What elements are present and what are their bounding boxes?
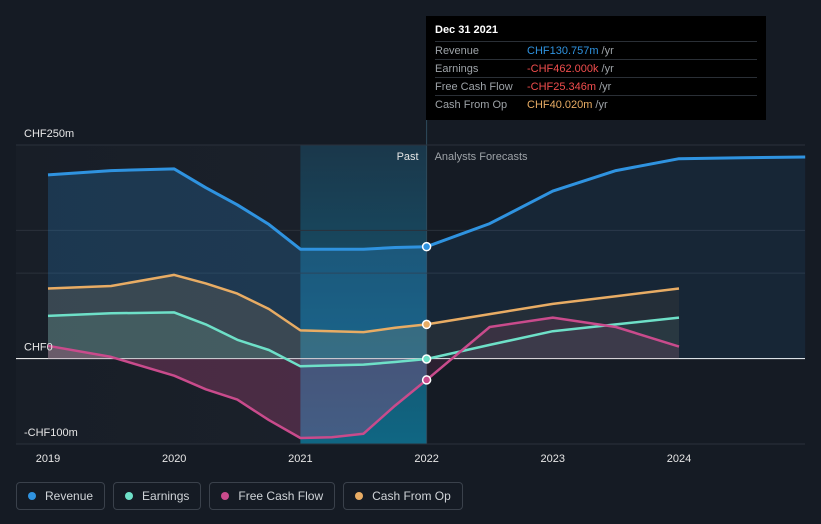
legend-label: Free Cash Flow <box>238 489 324 503</box>
revenue-past-area <box>48 168 427 359</box>
legend: Revenue Earnings Free Cash Flow Cash Fro… <box>16 482 463 510</box>
earnings-past-area <box>48 312 427 367</box>
tooltip-row-cash-from-op: Cash From Op CHF40.020m /yr <box>435 95 757 113</box>
legend-label: Earnings <box>142 489 190 503</box>
legend-item-revenue[interactable]: Revenue <box>16 482 106 510</box>
tooltip-row-earnings: Earnings -CHF462.000k /yr <box>435 59 757 77</box>
tooltip-unit: /yr <box>601 44 614 57</box>
legend-item-cash-from-op[interactable]: Cash From Op <box>343 482 463 510</box>
earnings-forecast-line <box>426 316 680 361</box>
cash-from-op-forecast-line <box>426 287 680 326</box>
cash-from-op-past-area <box>48 274 427 359</box>
earnings-point-marker <box>421 354 432 364</box>
tooltip-value: -CHF462.000k <box>527 62 599 75</box>
tooltip-row-revenue: Revenue CHF130.757m /yr <box>435 41 757 59</box>
legend-label: Revenue <box>45 489 94 503</box>
tooltip-unit: /yr <box>595 98 608 111</box>
legend-item-free-cash-flow[interactable]: Free Cash Flow <box>209 482 336 510</box>
cash-from-op-forecast-area <box>426 288 679 359</box>
earnings-past-line <box>47 311 427 368</box>
tooltip-unit: /yr <box>599 80 612 93</box>
x-tick-label: 2019 <box>36 453 60 465</box>
revenue-point-marker <box>421 241 432 252</box>
legend-dot-icon <box>221 492 230 500</box>
free-cash-flow-forecast-area <box>426 317 679 380</box>
legend-item-earnings[interactable]: Earnings <box>113 482 202 510</box>
revenue-forecast-line <box>426 155 806 249</box>
forecast-section-label: Analysts Forecasts <box>435 151 528 163</box>
tooltip-label: Earnings <box>435 62 479 75</box>
cash-from-op-point-marker <box>421 319 432 330</box>
tooltip-unit: /yr <box>601 62 614 75</box>
legend-dot-icon <box>125 492 134 500</box>
free-cash-flow-past-area <box>48 345 427 438</box>
tooltip-label: Free Cash Flow <box>435 80 513 93</box>
tooltip: Dec 31 2021 Revenue CHF130.757m /yr Earn… <box>426 16 766 120</box>
y-tick-label: CHF0 <box>24 342 53 354</box>
revenue-past-line <box>47 167 427 251</box>
legend-dot-icon <box>28 492 36 500</box>
x-tick-label: 2022 <box>414 453 438 465</box>
x-tick-label: 2021 <box>288 453 312 465</box>
tooltip-value: -CHF25.346m <box>527 80 597 93</box>
legend-label: Cash From Op <box>372 489 451 503</box>
y-tick-label: CHF250m <box>24 128 74 140</box>
free-cash-flow-past-line <box>47 344 428 440</box>
tooltip-label: Revenue <box>435 44 480 57</box>
highlight-region <box>300 145 427 444</box>
cash-from-op-past-line <box>47 273 427 334</box>
tooltip-row-free-cash-flow: Free Cash Flow -CHF25.346m /yr <box>435 77 757 95</box>
x-tick-label: 2023 <box>541 453 565 465</box>
tooltip-value: CHF40.020m <box>527 98 593 111</box>
legend-dot-icon <box>355 492 364 500</box>
x-tick-label: 2024 <box>667 453 691 465</box>
tooltip-value: CHF130.757m <box>527 44 599 57</box>
tooltip-label: Cash From Op <box>435 98 508 111</box>
free-cash-flow-forecast-line <box>425 316 680 381</box>
y-tick-label: -CHF100m <box>24 427 78 439</box>
past-section-label: Past <box>397 151 419 163</box>
free-cash-flow-point-marker <box>421 375 432 385</box>
tooltip-date: Dec 31 2021 <box>435 24 498 36</box>
x-tick-label: 2020 <box>162 453 186 465</box>
